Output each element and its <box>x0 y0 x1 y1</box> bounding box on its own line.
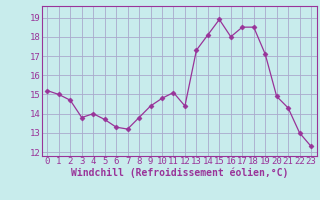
X-axis label: Windchill (Refroidissement éolien,°C): Windchill (Refroidissement éolien,°C) <box>70 168 288 178</box>
